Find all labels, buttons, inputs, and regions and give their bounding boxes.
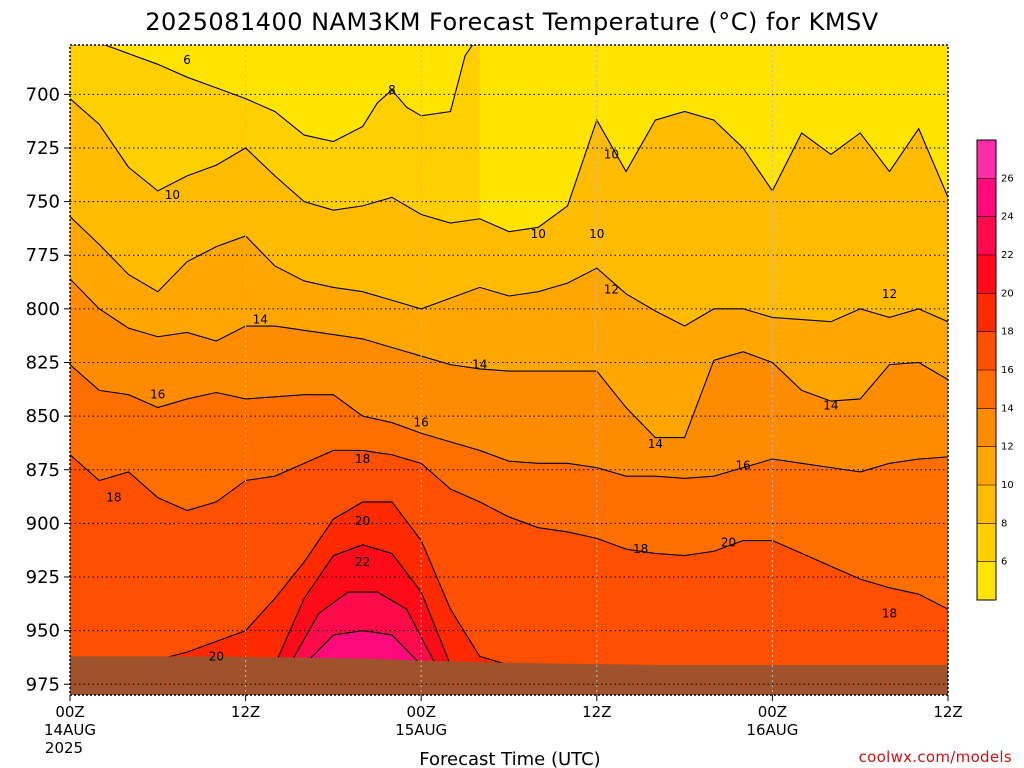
- x-tick-date: 15AUG: [395, 721, 447, 739]
- y-tick-label: 700: [26, 84, 60, 105]
- contour-label: 12: [604, 283, 619, 297]
- ground-fill: [70, 656, 948, 695]
- y-tick-label: 950: [26, 621, 60, 642]
- x-tick-label: 00Z: [407, 703, 436, 721]
- contour-label: 10: [531, 227, 546, 241]
- contour-label: 8: [388, 83, 396, 97]
- y-tick-label: 925: [26, 567, 60, 588]
- y-tick-label: 900: [26, 513, 60, 534]
- contour-label: 14: [823, 398, 838, 412]
- contour-fill-group: 6 8 10 10 10 10 12 12 14 14 14 14 16 16 16 18 18 18 18 20 20…: [70, 45, 948, 695]
- contour-label: 14: [253, 313, 268, 327]
- y-tick-label: 800: [26, 299, 60, 320]
- x-tick-label: 00Z: [758, 703, 787, 721]
- x-tick-label: 00Z: [55, 703, 84, 721]
- contour-line-22: [274, 544, 451, 666]
- x-tick-year: 2025: [45, 739, 83, 757]
- x-axis-label: Forecast Time (UTC): [419, 749, 600, 768]
- colorbar-swatch: [977, 561, 996, 601]
- contour-label: 10: [589, 227, 604, 241]
- y-tick-label: 975: [26, 674, 60, 695]
- x-tick-label: 12Z: [933, 703, 962, 721]
- colorbar-swatch: [977, 140, 996, 179]
- contour-line-10: [70, 98, 948, 233]
- colorbar-label: 12: [1001, 442, 1014, 453]
- colorbar-label: 16: [1001, 365, 1014, 376]
- colorbar-label: 20: [1001, 288, 1014, 299]
- y-axis: 700 725 750 775 800 825 850 875 900 925 950 975: [26, 84, 70, 695]
- contour-line-14: [70, 278, 948, 439]
- contour-label: 16: [150, 388, 165, 402]
- colorbar-swatch: [977, 293, 996, 333]
- colorbar-label: 6: [1001, 557, 1007, 568]
- colorbar-label: 8: [1001, 518, 1007, 529]
- x-tick-label: 12Z: [582, 703, 611, 721]
- colorbar-label: 14: [1001, 403, 1014, 414]
- contour-label: 20: [355, 514, 370, 528]
- contour-label: 20: [209, 649, 224, 663]
- contour-line-18: [70, 449, 948, 610]
- y-tick-label: 875: [26, 460, 60, 481]
- contour-label: 10: [604, 147, 619, 161]
- colorbar-swatch: [977, 178, 996, 218]
- colorbar-swatch: [977, 408, 996, 448]
- contour-label: 16: [735, 458, 750, 472]
- y-tick-label: 850: [26, 406, 60, 427]
- contour-line-20: [128, 501, 510, 668]
- colorbar-swatch: [977, 255, 996, 294]
- y-tick-label: 775: [26, 245, 60, 266]
- x-tick-label: 12Z: [231, 703, 260, 721]
- contour-line-16: [70, 364, 948, 479]
- contour-label: 18: [106, 491, 121, 505]
- colorbar-swatch: [977, 523, 996, 563]
- y-tick-label: 725: [26, 138, 60, 159]
- colorbar-swatch: [977, 331, 996, 371]
- contour-label: 16: [414, 416, 429, 430]
- contour-label: 12: [882, 287, 897, 301]
- contour-label: 14: [472, 358, 487, 372]
- colorbar-swatch: [977, 370, 996, 409]
- y-tick-label: 750: [26, 192, 60, 213]
- contour-label: 6: [183, 53, 191, 67]
- contour-line-12: [70, 216, 948, 327]
- y-tick-label: 825: [26, 352, 60, 373]
- contour-label: 22: [355, 555, 370, 569]
- colorbar-label: 18: [1001, 327, 1014, 338]
- credit-text: coolwx.com/models: [859, 748, 1012, 766]
- contour-label: 18: [355, 452, 370, 466]
- colorbar: 6 8 10 12 14 16 18 20 22 24 26: [976, 139, 1014, 601]
- colorbar-label: 24: [1001, 212, 1014, 223]
- x-tick-date: 16AUG: [746, 721, 798, 739]
- contour-line-24: [289, 591, 437, 666]
- colorbar-swatch: [977, 485, 996, 524]
- x-tick-date: 14AUG: [44, 721, 96, 739]
- contour-line-8: [70, 45, 474, 143]
- colorbar-swatch: [977, 446, 996, 486]
- contour-label: 18: [633, 542, 648, 556]
- colorbar-label: 26: [1001, 173, 1014, 184]
- colorbar-label: 22: [1001, 250, 1014, 261]
- contour-label: 18: [882, 606, 897, 620]
- plot-area: 6 8 10 10 10 10 12 12 14 14 14 14 16 16 16 18 18 18 18 20 20…: [69, 44, 949, 696]
- colorbar-swatch: [977, 216, 996, 256]
- contour-label: 20: [721, 536, 736, 550]
- contour-label: 10: [165, 188, 180, 202]
- colorbar-label: 10: [1001, 480, 1014, 491]
- contour-label: 14: [648, 437, 663, 451]
- chart-title: 2025081400 NAM3KM Forecast Temperature (…: [145, 8, 879, 36]
